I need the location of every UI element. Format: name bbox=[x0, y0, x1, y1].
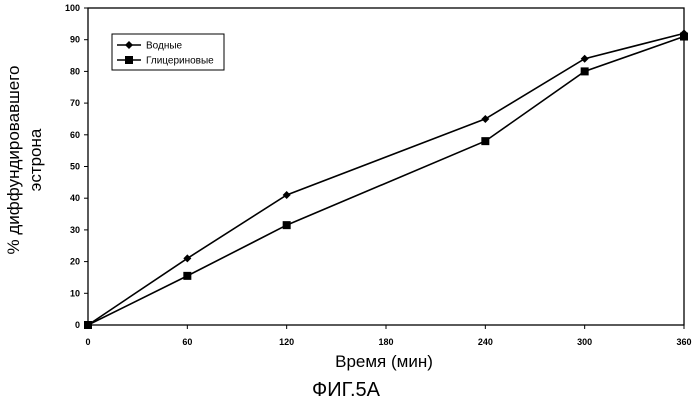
figure-label: ФИГ.5А bbox=[312, 379, 381, 401]
y-axis: 0 10 20 30 40 50 60 70 80 90 100 bbox=[65, 3, 88, 330]
data-point bbox=[183, 272, 191, 280]
y-tick-label: 10 bbox=[70, 288, 80, 298]
data-point bbox=[84, 321, 92, 329]
y-axis-title: % диффундировавшегоэстрона bbox=[4, 66, 45, 255]
data-point bbox=[481, 115, 489, 123]
legend-entry: Водные bbox=[146, 41, 183, 52]
data-point bbox=[283, 221, 291, 229]
data-point bbox=[680, 33, 688, 41]
data-point bbox=[125, 56, 133, 64]
data-point bbox=[581, 55, 589, 63]
legend: Водные Глицериновые bbox=[112, 34, 224, 70]
x-tick-label: 60 bbox=[182, 337, 192, 347]
x-tick-label: 0 bbox=[85, 337, 90, 347]
x-tick-label: 300 bbox=[577, 337, 592, 347]
y-tick-label: 100 bbox=[65, 3, 80, 13]
y-tick-label: 80 bbox=[70, 66, 80, 76]
data-point bbox=[283, 191, 291, 199]
y-axis-title-line: % диффундировавшего bbox=[4, 66, 23, 255]
y-tick-label: 60 bbox=[70, 130, 80, 140]
y-tick-label: 0 bbox=[75, 320, 80, 330]
data-point bbox=[481, 137, 489, 145]
y-tick-label: 20 bbox=[70, 257, 80, 267]
series-0 bbox=[84, 29, 688, 329]
y-tick-label: 50 bbox=[70, 162, 80, 172]
y-tick-label: 40 bbox=[70, 193, 80, 203]
x-axis-title: Время (мин) bbox=[335, 352, 433, 371]
x-tick-label: 180 bbox=[378, 337, 393, 347]
series-line bbox=[88, 37, 684, 326]
data-point bbox=[183, 254, 191, 262]
y-axis-title-line: эстрона bbox=[26, 128, 45, 191]
y-tick-label: 90 bbox=[70, 35, 80, 45]
x-tick-label: 120 bbox=[279, 337, 294, 347]
y-tick-label: 70 bbox=[70, 98, 80, 108]
y-tick-label: 30 bbox=[70, 225, 80, 235]
series-1 bbox=[84, 33, 688, 329]
legend-entry: Глицериновые bbox=[146, 56, 214, 67]
x-tick-label: 360 bbox=[676, 337, 691, 347]
x-tick-label: 240 bbox=[478, 337, 493, 347]
data-point bbox=[581, 67, 589, 75]
x-axis: 0 60 120 180 240 300 360 bbox=[85, 325, 691, 347]
